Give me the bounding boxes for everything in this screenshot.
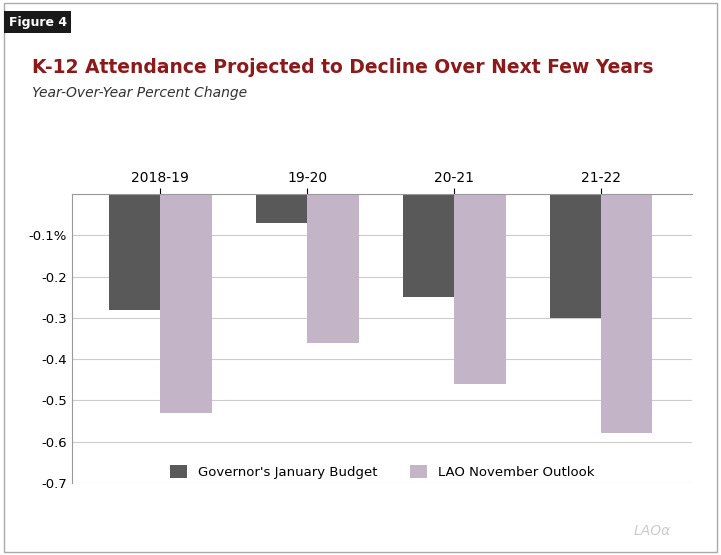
Bar	[403, 194, 454, 297]
Text: K-12 Attendance Projected to Decline Over Next Few Years: K-12 Attendance Projected to Decline Ove…	[32, 58, 654, 77]
Text: Year-Over-Year Percent Change: Year-Over-Year Percent Change	[32, 86, 247, 100]
Legend: Governor's January Budget, LAO November Outlook: Governor's January Budget, LAO November …	[170, 465, 594, 479]
Bar	[307, 194, 358, 342]
Bar	[256, 194, 307, 223]
Bar	[160, 194, 212, 413]
Bar	[549, 194, 601, 318]
Bar	[601, 194, 653, 433]
Text: Figure 4: Figure 4	[9, 16, 67, 28]
Bar	[109, 194, 160, 310]
Text: LAOα: LAOα	[633, 524, 671, 538]
Bar	[454, 194, 505, 384]
